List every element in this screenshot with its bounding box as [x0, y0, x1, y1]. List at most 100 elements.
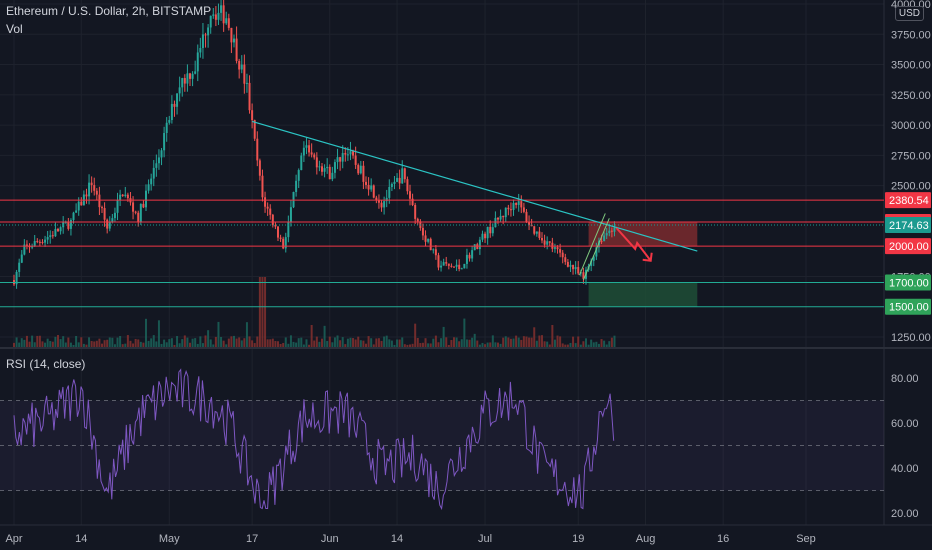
volume-bar	[59, 339, 62, 347]
candle-body	[574, 267, 577, 270]
candle-body	[75, 210, 78, 213]
volume-bar	[328, 336, 331, 347]
time-tick-label: 19	[572, 533, 584, 545]
candle-body	[372, 185, 375, 198]
volume-bar	[124, 343, 127, 347]
volume-bar	[95, 340, 98, 347]
volume-bar	[572, 336, 575, 347]
candle-body	[302, 147, 305, 156]
candle-body	[18, 262, 21, 272]
descending-trendline	[251, 120, 698, 252]
candle-body	[297, 170, 300, 181]
candle-body	[424, 235, 427, 242]
volume-bar	[484, 344, 487, 347]
volume-bar	[313, 340, 316, 347]
volume-bar	[597, 343, 600, 347]
volume-bar	[25, 335, 28, 347]
volume-bar	[33, 342, 36, 347]
candle-body	[245, 82, 248, 84]
volume-bar	[359, 340, 362, 347]
candle-body	[41, 241, 44, 243]
candle-body	[90, 182, 93, 186]
candle-body	[468, 254, 471, 259]
candle-body	[434, 249, 437, 256]
volume-bar	[582, 341, 585, 347]
price-candles	[13, 0, 616, 289]
candle-body	[406, 179, 409, 192]
volume-bar	[44, 342, 47, 347]
rsi-label[interactable]: RSI (14, close)	[6, 357, 86, 371]
candle-body	[51, 235, 54, 237]
candle-body	[577, 267, 580, 274]
candle-body	[80, 201, 83, 206]
candle-body	[44, 239, 47, 243]
volume-bar	[168, 339, 171, 347]
volume-bar	[429, 343, 432, 347]
candle-body	[592, 256, 595, 261]
candle-body	[253, 120, 256, 139]
symbol-title[interactable]: Ethereum / U.S. Dollar, 2h, BITSTAMP	[6, 4, 212, 18]
volume-bar	[605, 344, 608, 347]
candle-body	[478, 239, 481, 250]
volume-bar	[409, 344, 411, 347]
candle-body	[57, 228, 59, 232]
volume-bar	[321, 338, 323, 347]
candle-body	[328, 166, 331, 180]
candle-body	[150, 178, 153, 185]
candle-body	[512, 202, 515, 210]
candle-body	[261, 175, 264, 198]
volume-bar	[264, 277, 267, 347]
volume-bar	[471, 337, 474, 347]
volume-bar	[235, 338, 238, 347]
candle-body	[610, 230, 613, 232]
candle-body	[111, 218, 114, 222]
candle-body	[380, 202, 383, 208]
volume-bar	[189, 342, 191, 347]
candle-body	[546, 241, 549, 245]
candle-body	[491, 227, 494, 234]
price-tag-label: 2000.00	[889, 241, 929, 253]
horizontal-levels[interactable]	[0, 199, 884, 308]
candle-body	[354, 155, 357, 165]
candle-body	[608, 230, 611, 234]
volume-bar	[390, 340, 393, 347]
volume-label[interactable]: Vol	[6, 22, 23, 36]
rsi-tick-label: 20.00	[891, 508, 919, 520]
volume-bar	[357, 336, 360, 347]
volume-bar	[137, 339, 140, 347]
volume-bar	[447, 344, 450, 347]
candle-body	[349, 151, 352, 155]
currency-badge[interactable]: USD	[894, 6, 924, 21]
volume-bar	[256, 336, 259, 347]
price-tag-label: 1500.00	[889, 302, 929, 314]
candle-body	[499, 215, 502, 220]
candle-body	[522, 207, 525, 212]
volume-bar	[46, 338, 49, 347]
volume-bar	[308, 344, 311, 347]
candle-body	[113, 212, 116, 219]
volume-bar	[561, 343, 564, 347]
candle-body	[535, 231, 538, 234]
volume-bar	[20, 338, 23, 347]
candle-body	[287, 222, 290, 238]
volume-bar	[465, 339, 468, 347]
volume-bar	[460, 339, 463, 347]
volume-bar	[336, 335, 339, 347]
volume-bar	[292, 341, 295, 347]
chart-drawings[interactable]	[251, 120, 698, 281]
volume-bar	[398, 339, 401, 347]
candle-body	[248, 82, 251, 111]
volume-bar	[67, 337, 70, 347]
volume-bar	[517, 337, 520, 347]
volume-bar	[173, 344, 176, 347]
candle-body	[365, 181, 367, 185]
candle-body	[139, 203, 142, 222]
candle-body	[64, 222, 67, 224]
volume-bar	[315, 336, 318, 347]
volume-bar	[515, 335, 518, 347]
grid-layer	[0, 0, 932, 526]
volume-bar	[367, 336, 370, 347]
volume-bar	[132, 343, 135, 347]
price-tick-label: 3500.00	[891, 60, 931, 72]
